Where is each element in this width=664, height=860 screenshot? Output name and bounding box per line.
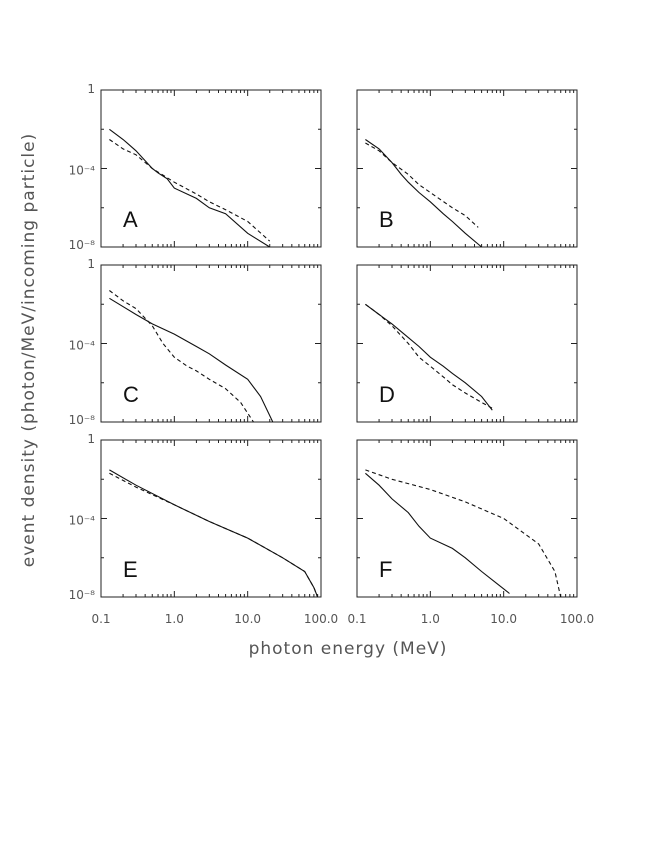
series-line-solid (109, 469, 319, 598)
series-line-solid (109, 128, 270, 248)
y-tick-label: 10⁻⁴ (69, 339, 96, 353)
series-line-dashed (109, 472, 319, 598)
panel-label: D (379, 382, 395, 407)
panel-label: F (379, 557, 392, 582)
panels: 1 10⁻⁴ 10⁻⁸ A B 1 10⁻⁴ 10⁻⁸ C D 1 10⁻⁴ 10⁻⁸ 0.1 1.0 10.… (69, 82, 595, 626)
panel-f: 0.1 1.0 10.0 100.0 F (347, 439, 594, 626)
y-tick-label: 1 (87, 257, 95, 271)
panel-e: 1 10⁻⁴ 10⁻⁸ 0.1 1.0 10.0 100.0 E (69, 432, 339, 626)
x-tick-label: 10.0 (234, 612, 261, 626)
panel-label: B (379, 207, 394, 232)
x-tick-label: 10.0 (490, 612, 517, 626)
series-line-dashed (365, 142, 479, 228)
y-tick-label: 10⁻⁴ (69, 164, 96, 178)
series-line-dashed (109, 290, 254, 423)
series-line-dashed (109, 139, 271, 242)
panel-label: C (123, 382, 139, 407)
y-axis-title: event density (photon/MeV/incoming parti… (19, 133, 39, 567)
panel-label: E (123, 557, 138, 582)
x-axis-title: photon energy (MeV) (249, 639, 448, 659)
series-line-solid (365, 472, 510, 594)
x-tick-label: 1.0 (165, 612, 184, 626)
y-tick-label: 1 (87, 82, 95, 96)
panel-label: A (123, 207, 138, 232)
y-tick-label: 10⁻⁸ (69, 588, 96, 602)
series-line-solid (365, 139, 482, 248)
panel-c: 1 10⁻⁴ 10⁻⁸ C (69, 257, 322, 427)
panel-d: D (356, 264, 578, 423)
y-tick-label: 1 (87, 432, 95, 446)
x-tick-label: 0.1 (347, 612, 366, 626)
series-line-solid (109, 297, 274, 423)
panel-b: B (356, 89, 578, 248)
x-tick-label: 0.1 (91, 612, 110, 626)
series-line-dashed (365, 303, 493, 409)
panel-a: 1 10⁻⁴ 10⁻⁸ A (69, 82, 322, 252)
y-tick-label: 10⁻⁴ (69, 514, 96, 528)
series-line-dashed (365, 469, 562, 598)
y-tick-label: 10⁻⁸ (69, 413, 96, 427)
x-tick-label: 100.0 (560, 612, 594, 626)
y-tick-label: 10⁻⁸ (69, 238, 96, 252)
series-line-solid (365, 303, 493, 411)
x-tick-label: 1.0 (421, 612, 440, 626)
x-tick-label: 100.0 (304, 612, 338, 626)
